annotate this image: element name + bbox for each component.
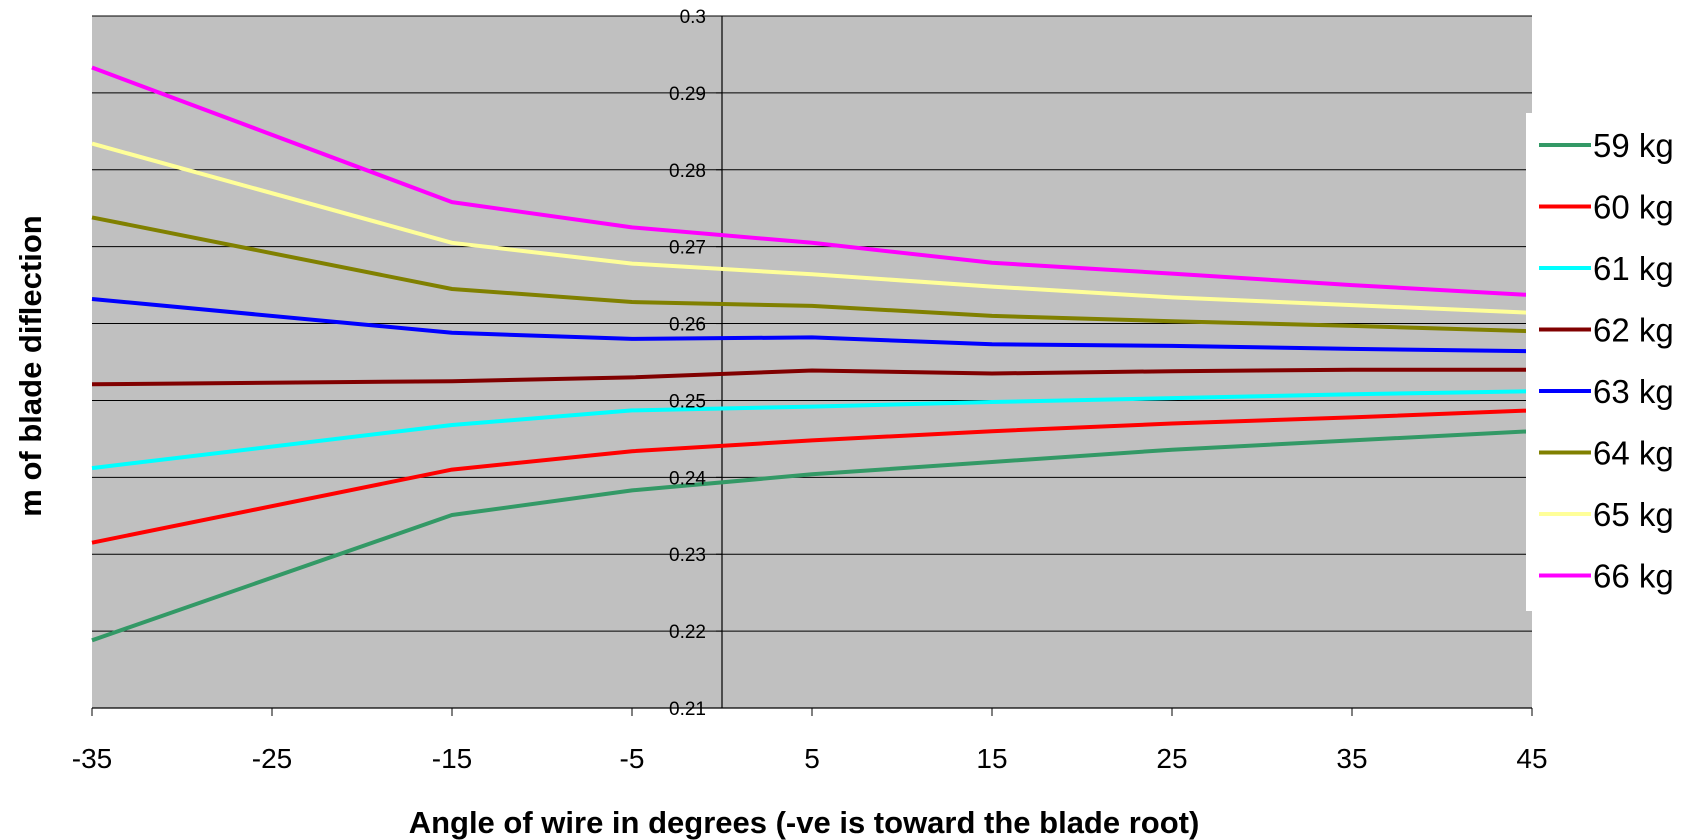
legend-label-61-kg: 61 kg [1593, 250, 1674, 287]
x-tick-label: 25 [1156, 743, 1187, 774]
series-line-59-kg [91, 429, 1533, 643]
legend-label-65-kg: 65 kg [1593, 496, 1674, 533]
series-line-65-kg [91, 141, 1533, 315]
x-tick-label: -5 [620, 743, 645, 774]
y-tick-label: 0.26 [669, 315, 706, 336]
y-tick-label: 0.23 [669, 545, 706, 566]
legend: 59 kg 60 kg 61 kg 62 kg 63 kg 64 kg 65 kg 66 kg [1526, 113, 1695, 611]
series-line-66-kg [91, 65, 1533, 298]
series-lines [91, 65, 1533, 643]
y-axis-title: m of blade diflection [13, 215, 48, 516]
legend-box [1526, 113, 1695, 611]
axes [91, 15, 1533, 716]
series-line-60-kg [91, 408, 1533, 545]
x-tick-label: 5 [804, 743, 820, 774]
x-tick-label: -15 [432, 743, 472, 774]
x-tick-label: -35 [72, 743, 112, 774]
legend-label-66-kg: 66 kg [1593, 558, 1674, 595]
x-tick-label: 35 [1336, 743, 1367, 774]
series-line-64-kg [91, 215, 1533, 334]
x-axis-title: Angle of wire in degrees (-ve is toward … [409, 805, 1200, 840]
y-tick-label: 0.22 [669, 622, 706, 643]
legend-label-64-kg: 64 kg [1593, 435, 1674, 472]
y-tick-label: 0.28 [669, 161, 706, 182]
y-tick-label: 0.3 [680, 7, 706, 28]
series-line-63-kg [91, 297, 1533, 354]
y-tick-label: 0.21 [669, 699, 706, 720]
legend-label-63-kg: 63 kg [1593, 373, 1674, 410]
y-tick-label: 0.29 [669, 84, 706, 105]
series-line-61-kg [91, 389, 1533, 471]
plot-area [92, 16, 1532, 708]
series-line-62-kg [91, 367, 1532, 387]
x-tick-label: 15 [976, 743, 1007, 774]
y-tick-label: 0.24 [669, 468, 706, 489]
y-tick-label: 0.25 [669, 391, 706, 412]
legend-label-59-kg: 59 kg [1593, 127, 1674, 164]
x-tick-label: 45 [1516, 743, 1547, 774]
y-tick-labels: 0.21 0.22 0.23 0.24 0.25 0.26 0.27 0.28 0.29 0.3 [669, 7, 706, 720]
x-tick-labels: -35 -25 -15 -5 5 15 25 35 45 [72, 743, 1548, 774]
legend-label-60-kg: 60 kg [1593, 189, 1674, 226]
y-tick-label: 0.27 [669, 238, 706, 259]
legend-label-62-kg: 62 kg [1593, 312, 1674, 349]
gridlines [92, 15, 1532, 709]
x-tick-label: -25 [252, 743, 292, 774]
